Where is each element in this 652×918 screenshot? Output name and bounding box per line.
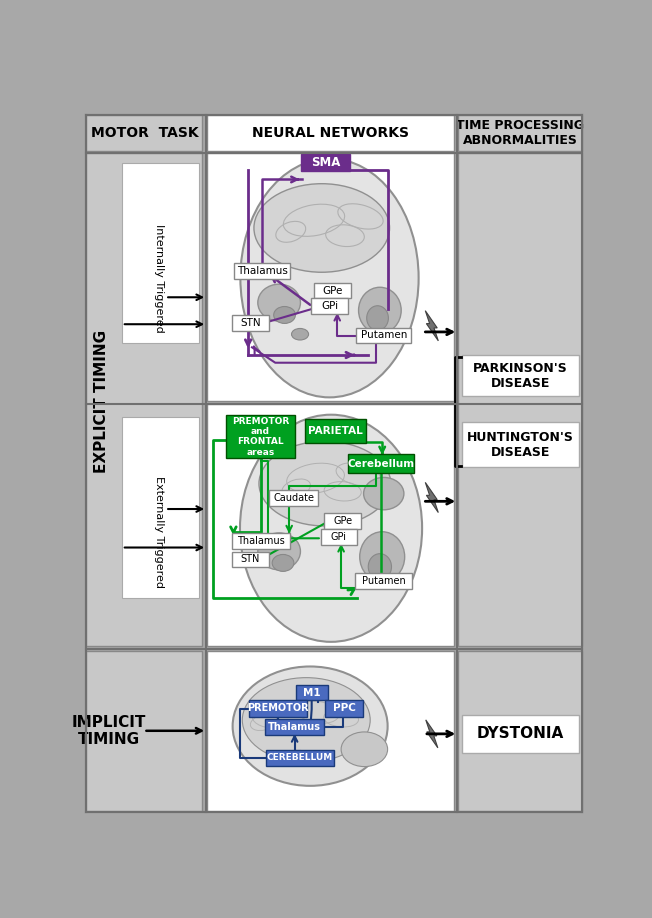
Ellipse shape xyxy=(291,329,308,340)
Text: CEREBELLUM: CEREBELLUM xyxy=(267,754,333,762)
FancyBboxPatch shape xyxy=(269,490,318,506)
FancyBboxPatch shape xyxy=(462,715,579,753)
Text: Thalamus: Thalamus xyxy=(237,535,285,545)
Text: EXPLICIT TIMING: EXPLICIT TIMING xyxy=(94,330,109,473)
Text: PARKINSON'S
DISEASE: PARKINSON'S DISEASE xyxy=(473,362,567,390)
Ellipse shape xyxy=(272,554,294,571)
Text: SMA: SMA xyxy=(311,156,340,169)
Text: PREMOTOR
and
FRONTAL
areas: PREMOTOR and FRONTAL areas xyxy=(232,417,289,457)
Bar xyxy=(458,651,582,811)
Text: STN: STN xyxy=(240,318,261,328)
Text: MOTOR  TASK: MOTOR TASK xyxy=(91,127,199,140)
FancyBboxPatch shape xyxy=(305,420,366,443)
Ellipse shape xyxy=(240,415,422,642)
FancyBboxPatch shape xyxy=(355,574,412,588)
Bar xyxy=(458,152,582,646)
Ellipse shape xyxy=(364,477,404,509)
FancyBboxPatch shape xyxy=(462,355,579,397)
Ellipse shape xyxy=(243,677,370,762)
Bar xyxy=(122,162,200,343)
FancyBboxPatch shape xyxy=(325,513,361,529)
Bar xyxy=(86,152,202,646)
FancyBboxPatch shape xyxy=(356,328,411,343)
Bar xyxy=(122,417,200,598)
Text: HUNTINGTON'S
DISEASE: HUNTINGTON'S DISEASE xyxy=(467,431,574,459)
Text: STN: STN xyxy=(241,554,260,565)
Polygon shape xyxy=(425,482,438,512)
Text: M1: M1 xyxy=(303,688,321,698)
FancyBboxPatch shape xyxy=(325,700,363,717)
Text: Putamen: Putamen xyxy=(361,330,407,341)
FancyBboxPatch shape xyxy=(232,552,269,567)
FancyBboxPatch shape xyxy=(249,700,307,717)
Polygon shape xyxy=(426,720,438,748)
Ellipse shape xyxy=(241,159,419,397)
Ellipse shape xyxy=(233,666,388,786)
Ellipse shape xyxy=(368,554,391,580)
Text: Cerebellum: Cerebellum xyxy=(347,459,414,468)
Text: Internally Triggered: Internally Triggered xyxy=(154,224,164,332)
Text: Externally Triggered: Externally Triggered xyxy=(154,476,164,588)
Bar xyxy=(207,115,454,151)
FancyBboxPatch shape xyxy=(301,153,350,172)
Text: Caudate: Caudate xyxy=(273,493,314,503)
Text: PPC: PPC xyxy=(333,703,355,713)
Text: PREMOTOR: PREMOTOR xyxy=(248,703,309,713)
Polygon shape xyxy=(425,310,438,341)
Text: Putamen: Putamen xyxy=(362,576,406,586)
FancyBboxPatch shape xyxy=(348,454,413,473)
Text: GPi: GPi xyxy=(321,301,338,311)
Bar xyxy=(207,404,454,646)
Bar xyxy=(86,651,202,811)
Text: PARIETAL: PARIETAL xyxy=(308,426,363,436)
Ellipse shape xyxy=(259,442,391,526)
FancyBboxPatch shape xyxy=(232,532,290,549)
Ellipse shape xyxy=(258,285,301,321)
Text: GPi: GPi xyxy=(331,532,347,543)
Text: GPe: GPe xyxy=(322,285,343,296)
Text: Thalamus: Thalamus xyxy=(237,266,288,276)
Ellipse shape xyxy=(258,532,301,570)
FancyBboxPatch shape xyxy=(314,283,351,298)
FancyBboxPatch shape xyxy=(311,298,348,314)
FancyBboxPatch shape xyxy=(462,422,579,467)
Ellipse shape xyxy=(360,532,405,582)
Text: GPe: GPe xyxy=(333,516,352,526)
FancyBboxPatch shape xyxy=(232,316,269,330)
Bar xyxy=(458,115,582,151)
FancyBboxPatch shape xyxy=(234,263,290,279)
Ellipse shape xyxy=(341,732,388,767)
Ellipse shape xyxy=(254,184,389,273)
Bar xyxy=(207,152,454,401)
FancyBboxPatch shape xyxy=(296,685,327,700)
Ellipse shape xyxy=(359,287,401,333)
Ellipse shape xyxy=(274,307,295,323)
Text: NEURAL NETWORKS: NEURAL NETWORKS xyxy=(252,127,409,140)
Text: DYSTONIA: DYSTONIA xyxy=(477,726,564,742)
FancyBboxPatch shape xyxy=(226,416,295,458)
Text: IMPLICIT
TIMING: IMPLICIT TIMING xyxy=(72,714,146,747)
FancyBboxPatch shape xyxy=(266,750,334,766)
FancyBboxPatch shape xyxy=(321,530,357,544)
Text: Thalamus: Thalamus xyxy=(268,722,321,732)
Ellipse shape xyxy=(366,306,389,330)
FancyBboxPatch shape xyxy=(265,719,325,735)
Text: TIME PROCESSING
ABNORMALITIES: TIME PROCESSING ABNORMALITIES xyxy=(456,119,584,147)
Bar xyxy=(207,651,454,811)
Bar xyxy=(86,115,202,151)
